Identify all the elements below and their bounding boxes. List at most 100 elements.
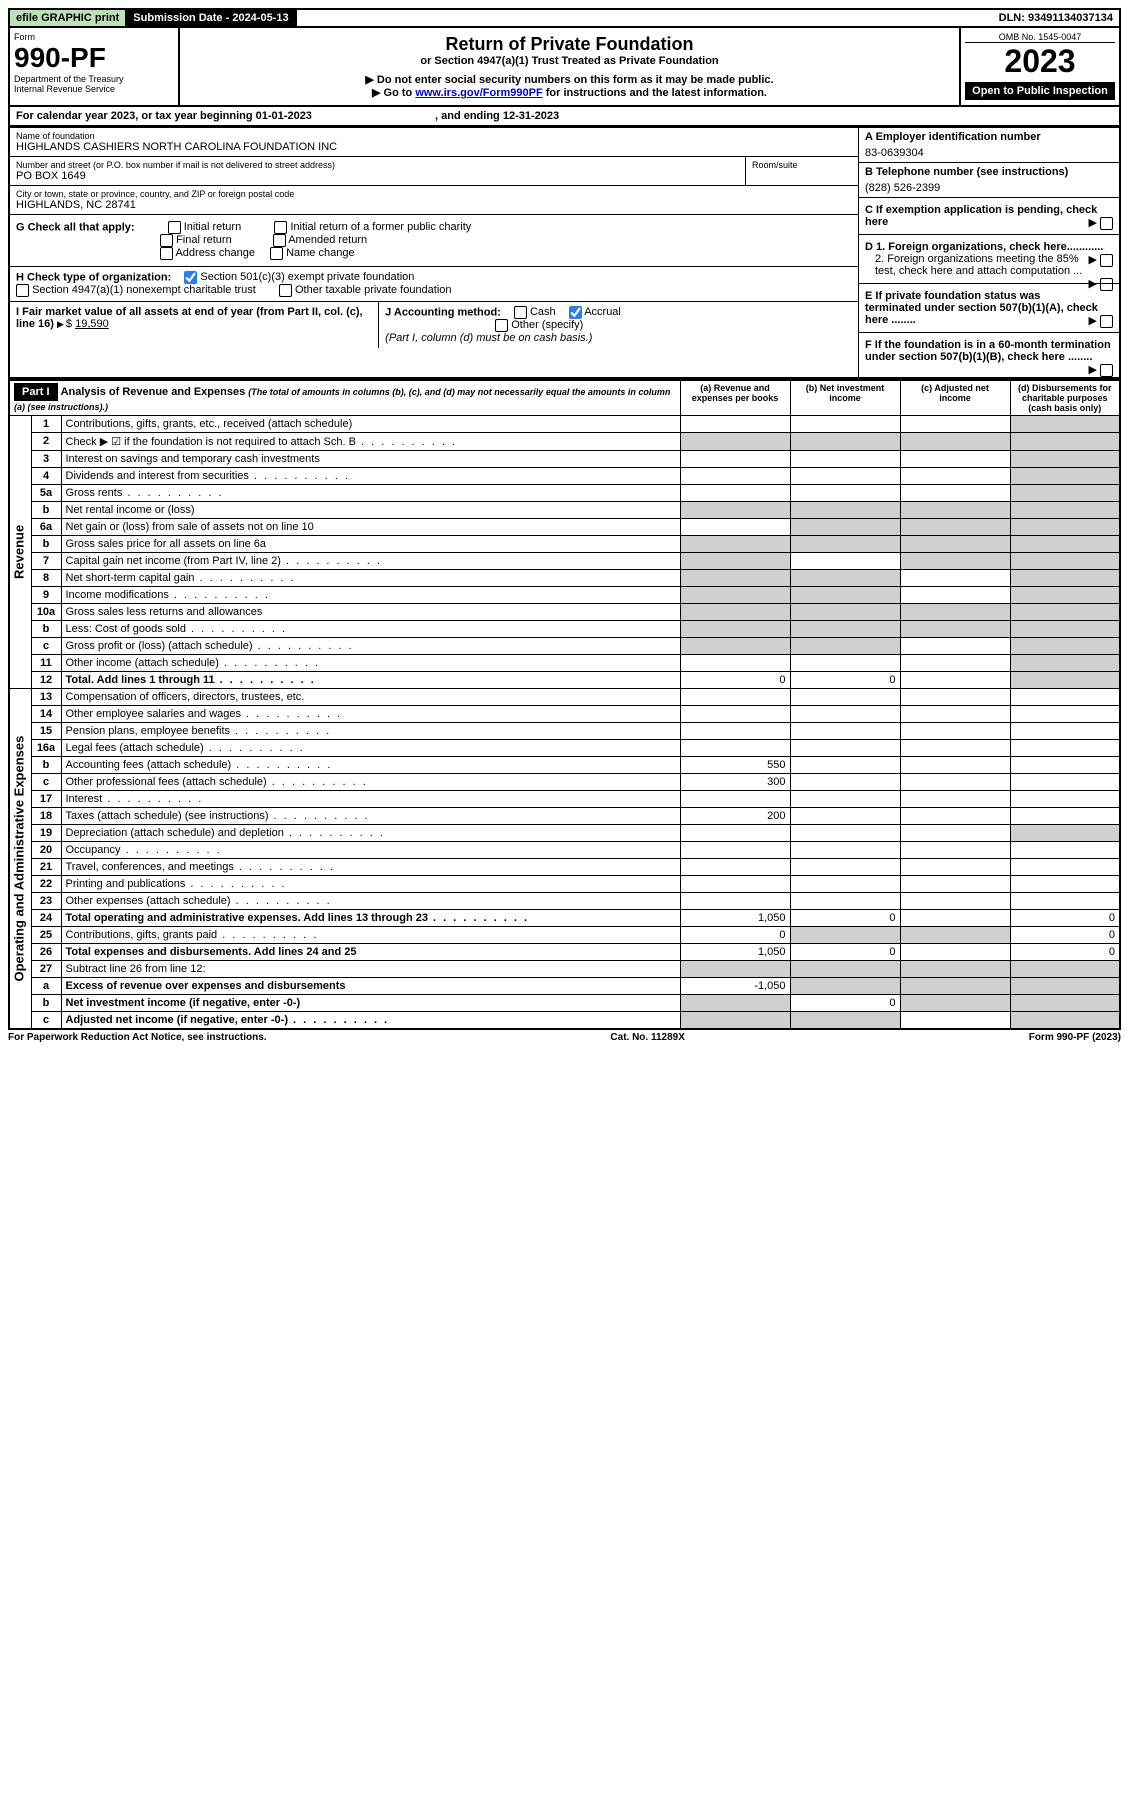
checkbox-other-method[interactable] [495, 319, 508, 332]
amount-cell [790, 960, 900, 977]
amount-cell [680, 603, 790, 620]
dln-label: DLN: [999, 12, 1028, 24]
footer-mid: Cat. No. 11289X [610, 1032, 684, 1043]
table-row: 16aLegal fees (attach schedule) [9, 739, 1120, 756]
checkbox-f[interactable] [1100, 364, 1113, 377]
amount-cell [900, 1011, 1010, 1029]
city-label: City or town, state or province, country… [16, 189, 852, 199]
efile-print-button[interactable]: efile GRAPHIC print [10, 10, 127, 26]
line-description: Adjusted net income (if negative, enter … [61, 1011, 680, 1029]
amount-cell [900, 960, 1010, 977]
checkbox-address-change[interactable] [160, 247, 173, 260]
amount-cell [680, 688, 790, 705]
amount-cell: 0 [790, 909, 900, 926]
table-row: bNet investment income (if negative, ent… [9, 994, 1120, 1011]
amount-cell [790, 654, 900, 671]
amount-cell [900, 637, 1010, 654]
amount-cell [790, 415, 900, 432]
amount-cell [790, 773, 900, 790]
table-row: 7Capital gain net income (from Part IV, … [9, 552, 1120, 569]
line-description: Printing and publications [61, 875, 680, 892]
table-row: 23Other expenses (attach schedule) [9, 892, 1120, 909]
checkbox-d2[interactable] [1100, 278, 1113, 291]
amount-cell [1010, 739, 1120, 756]
amount-cell [680, 569, 790, 586]
amount-cell [900, 926, 1010, 943]
checkbox-name-change[interactable] [270, 247, 283, 260]
table-row: 2Check ▶ ☑ if the foundation is not requ… [9, 432, 1120, 450]
irs-link[interactable]: www.irs.gov/Form990PF [415, 87, 542, 99]
amount-cell: 0 [680, 926, 790, 943]
amount-cell [900, 756, 1010, 773]
line-number: 16a [31, 739, 61, 756]
table-row: 12Total. Add lines 1 through 1100 [9, 671, 1120, 688]
line-description: Compensation of officers, directors, tru… [61, 688, 680, 705]
name-label: Name of foundation [16, 131, 852, 141]
table-row: Revenue1Contributions, gifts, grants, et… [9, 415, 1120, 432]
line-description: Travel, conferences, and meetings [61, 858, 680, 875]
d2-label: 2. Foreign organizations meeting the 85%… [875, 253, 1082, 277]
line-description: Interest [61, 790, 680, 807]
line-description: Interest on savings and temporary cash i… [61, 450, 680, 467]
amount-cell [1010, 977, 1120, 994]
amount-cell [1010, 620, 1120, 637]
note-ssn: ▶ Do not enter social security numbers o… [186, 73, 953, 86]
line-description: Taxes (attach schedule) (see instruction… [61, 807, 680, 824]
amount-cell [680, 501, 790, 518]
checkbox-initial-former[interactable] [274, 221, 287, 234]
table-row: cGross profit or (loss) (attach schedule… [9, 637, 1120, 654]
line-number: 18 [31, 807, 61, 824]
city-state-zip: HIGHLANDS, NC 28741 [16, 199, 852, 211]
amount-cell [1010, 892, 1120, 909]
table-row: 20Occupancy [9, 841, 1120, 858]
checkbox-initial-return[interactable] [168, 221, 181, 234]
line-number: 22 [31, 875, 61, 892]
line-description: Capital gain net income (from Part IV, l… [61, 552, 680, 569]
amount-cell: 200 [680, 807, 790, 824]
i-arrow: $ [57, 318, 75, 330]
amount-cell [790, 518, 900, 535]
amount-cell [680, 994, 790, 1011]
amount-cell [900, 450, 1010, 467]
checkbox-other-taxable[interactable] [279, 284, 292, 297]
table-row: 17Interest [9, 790, 1120, 807]
line-description: Net investment income (if negative, ente… [61, 994, 680, 1011]
checkbox-amended-return[interactable] [273, 234, 286, 247]
dept-label: Department of the Treasury [14, 74, 174, 84]
amount-cell [790, 501, 900, 518]
amount-cell [680, 790, 790, 807]
amount-cell [900, 858, 1010, 875]
line-number: 3 [31, 450, 61, 467]
table-row: 14Other employee salaries and wages [9, 705, 1120, 722]
checkbox-e[interactable] [1100, 315, 1113, 328]
amount-cell [790, 858, 900, 875]
checkbox-final-return[interactable] [160, 234, 173, 247]
amount-cell [900, 892, 1010, 909]
table-row: 4Dividends and interest from securities [9, 467, 1120, 484]
line-number: c [31, 1011, 61, 1029]
amount-cell [1010, 671, 1120, 688]
amount-cell [1010, 432, 1120, 450]
line-number: 20 [31, 841, 61, 858]
table-row: 26Total expenses and disbursements. Add … [9, 943, 1120, 960]
line-description: Accounting fees (attach schedule) [61, 756, 680, 773]
table-row: 19Depreciation (attach schedule) and dep… [9, 824, 1120, 841]
table-row: 22Printing and publications [9, 875, 1120, 892]
checkbox-cash[interactable] [514, 306, 527, 319]
checkbox-c[interactable] [1100, 217, 1113, 230]
amount-cell [1010, 1011, 1120, 1029]
g-initial-former: Initial return of a former public charit… [290, 221, 471, 233]
fmv-value: 19,590 [75, 318, 109, 330]
amount-cell [900, 432, 1010, 450]
table-row: cOther professional fees (attach schedul… [9, 773, 1120, 790]
line-description: Income modifications [61, 586, 680, 603]
cal-end: 12-31-2023 [503, 110, 559, 122]
amount-cell [790, 467, 900, 484]
checkbox-accrual[interactable] [569, 306, 582, 319]
amount-cell [1010, 960, 1120, 977]
checkbox-d1[interactable] [1100, 254, 1113, 267]
checkbox-4947a1[interactable] [16, 284, 29, 297]
checkbox-501c3[interactable] [184, 271, 197, 284]
amount-cell: -1,050 [680, 977, 790, 994]
line-description: Other expenses (attach schedule) [61, 892, 680, 909]
